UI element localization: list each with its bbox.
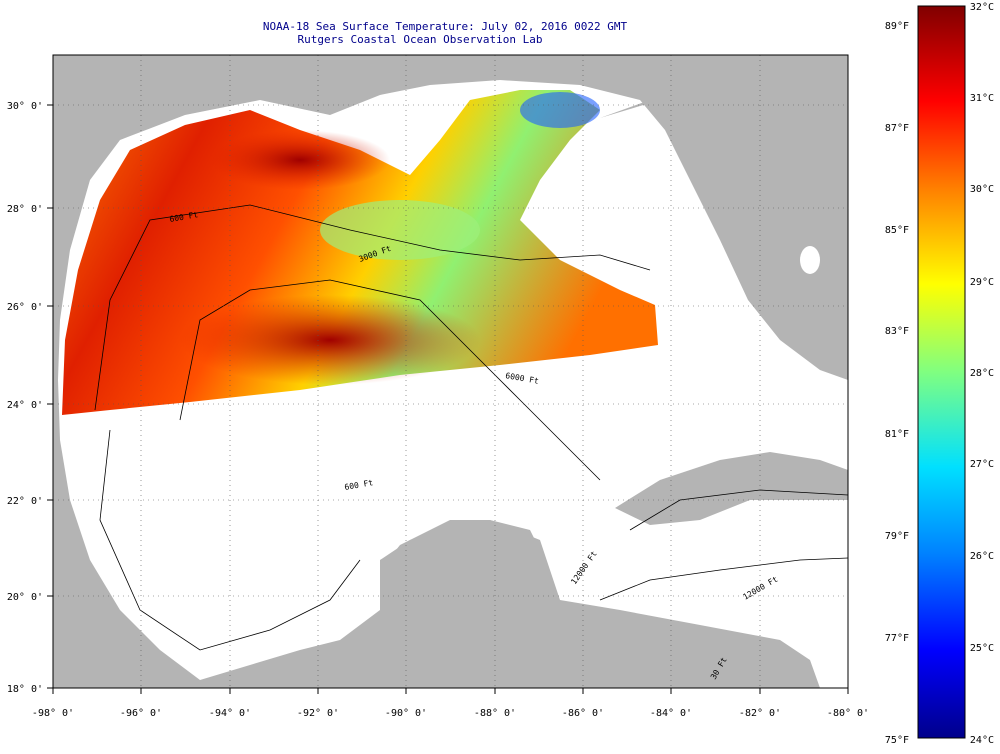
x-tick-label: -90° 0' [385, 708, 427, 719]
graticule [53, 55, 848, 688]
x-tick-label: -84° 0' [650, 708, 692, 719]
colorbar-f-label: 89°F [885, 21, 909, 32]
colorbar-c-label: 27°C [970, 459, 994, 470]
x-tick-label: -92° 0' [297, 708, 339, 719]
frame-ticks [47, 104, 849, 694]
colorbar-f-label: 79°F [885, 531, 909, 542]
x-tick-label: -96° 0' [120, 708, 162, 719]
sst-hot-north [210, 130, 390, 190]
map-title: NOAA-18 Sea Surface Temperature: July 02… [263, 20, 628, 33]
colorbar-f-label: 85°F [885, 225, 909, 236]
map-subtitle: Rutgers Coastal Ocean Observation Lab [297, 33, 542, 46]
map-border [52, 54, 849, 689]
y-axis-labels: 30° 0' 28° 0' 26° 0' 24° 0' 22° 0' 20° 0… [7, 101, 43, 695]
cuba-land [615, 452, 848, 525]
x-tick-label: -94° 0' [209, 708, 251, 719]
colorbar-f-label: 83°F [885, 326, 909, 337]
x-tick-label: -98° 0' [32, 708, 74, 719]
colorbar-c-label: 25°C [970, 643, 994, 654]
colorbar-c-label: 24°C [970, 735, 994, 746]
florida-land [600, 55, 848, 360]
yucatan-land [380, 520, 555, 688]
colorbar-c-label: 32°C [970, 2, 994, 13]
sst-cool-patch [320, 200, 480, 260]
colorbar [917, 5, 966, 739]
y-tick-label: 30° 0' [7, 101, 43, 112]
x-tick-label: -88° 0' [474, 708, 516, 719]
colorbar-c-label: 31°C [970, 93, 994, 104]
colorbar-c-label: 26°C [970, 551, 994, 562]
x-tick-label: -80° 0' [827, 708, 869, 719]
x-tick-label: -82° 0' [739, 708, 781, 719]
y-tick-label: 28° 0' [7, 204, 43, 215]
colorbar-f-label: 81°F [885, 429, 909, 440]
sst-blue-patch [520, 92, 600, 128]
map-area: 600 Ft 3000 Ft 6000 Ft 600 Ft 12000 Ft 1… [53, 55, 848, 688]
colorbar-f-label: 75°F [885, 735, 909, 746]
colorbar-c-label: 28°C [970, 368, 994, 379]
bathymetry-contours [94, 204, 848, 651]
colorbar-f-label: 77°F [885, 633, 909, 644]
y-tick-label: 22° 0' [7, 496, 43, 507]
y-tick-label: 24° 0' [7, 400, 43, 411]
colorbar-c-label: 29°C [970, 277, 994, 288]
colorbar-c-labels: 32°C 31°C 30°C 29°C 28°C 27°C 26°C 25°C … [970, 2, 994, 746]
y-tick-label: 20° 0' [7, 592, 43, 603]
x-axis-labels: -98° 0' -96° 0' -94° 0' -92° 0' -90° 0' … [32, 708, 869, 719]
y-tick-label: 26° 0' [7, 302, 43, 313]
y-tick-label: 18° 0' [7, 684, 43, 695]
colorbar-c-label: 30°C [970, 184, 994, 195]
x-tick-label: -86° 0' [562, 708, 604, 719]
colorbar-f-labels: 89°F 87°F 85°F 83°F 81°F 79°F 77°F 75°F [885, 21, 909, 746]
lake-okeechobee [800, 246, 820, 274]
colorbar-f-label: 87°F [885, 123, 909, 134]
sst-hot-core [180, 295, 480, 385]
